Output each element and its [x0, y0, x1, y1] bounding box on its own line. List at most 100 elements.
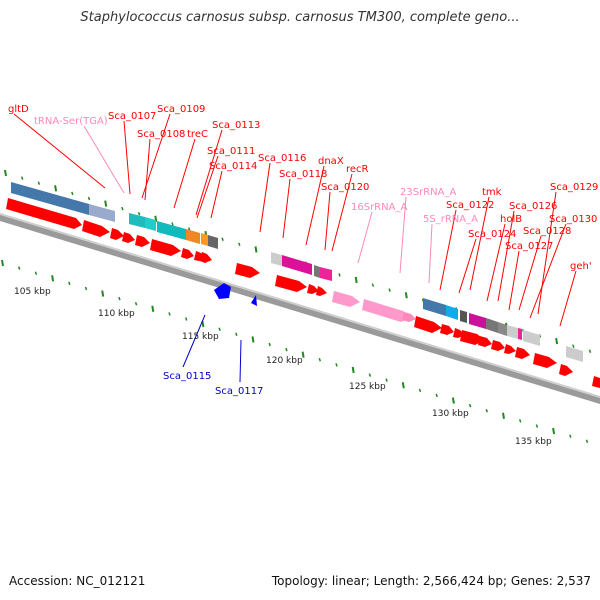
feature-label: 16SrRNA_A	[351, 202, 407, 213]
feature-label: treC	[187, 129, 208, 140]
feature-box	[314, 265, 320, 278]
gene-arrow-reverse	[214, 283, 231, 299]
reverse-gene-track	[214, 283, 257, 306]
tick-mark	[54, 185, 58, 192]
gene-arrow	[440, 324, 454, 335]
feature-label: Sca_0130	[549, 214, 597, 225]
tick-mark	[134, 302, 138, 306]
tick-mark	[338, 273, 341, 277]
tick-mark	[354, 276, 358, 284]
tick-mark	[201, 320, 205, 328]
tick-mark	[435, 393, 438, 398]
tick-mark	[37, 181, 41, 185]
leader-line	[357, 211, 373, 264]
feature-label: 5S_rRNA_A	[423, 214, 478, 225]
tick-mark	[555, 337, 559, 345]
tick-mark	[418, 388, 422, 393]
rrna-5s-arrow	[402, 312, 416, 322]
tick-mark	[101, 290, 105, 297]
scale-label: 115 kbp	[182, 332, 219, 342]
tick-mark	[371, 283, 375, 287]
tick-mark	[535, 424, 539, 428]
tick-mark	[34, 271, 38, 275]
leader-line	[497, 210, 515, 302]
feature-box	[208, 235, 218, 249]
tick-mark	[235, 332, 238, 337]
tick-mark	[17, 266, 21, 270]
feature-label: Sca_0117	[215, 386, 263, 397]
feature-box	[271, 252, 282, 266]
scale-label: 135 kbp	[515, 437, 552, 447]
leader-line	[458, 238, 477, 294]
gene-arrow	[559, 364, 573, 376]
tick-mark	[4, 169, 7, 177]
tick-mark	[451, 397, 455, 404]
gene-arrow	[460, 330, 485, 345]
tick-mark	[285, 347, 288, 352]
feature-label: Sca_0120	[321, 182, 369, 193]
leader-line	[469, 196, 490, 291]
tick-mark	[184, 317, 188, 321]
tick-mark	[385, 378, 388, 382]
feature-box	[11, 182, 89, 215]
gene-arrow	[135, 235, 150, 247]
scale-label: 120 kbp	[266, 356, 303, 366]
gene-arrow	[110, 228, 124, 240]
feature-label: recR	[346, 164, 369, 175]
tick-mark	[485, 408, 489, 413]
leader-line	[123, 120, 131, 195]
tick-mark	[137, 212, 141, 216]
tick-mark	[154, 215, 158, 223]
tick-mark	[121, 206, 124, 211]
gene-arrow	[275, 275, 307, 292]
feature-box	[186, 229, 200, 244]
tick-mark	[301, 351, 305, 358]
feature-label: tRNA-Ser(TGA)	[34, 116, 108, 127]
feature-label: gltD	[8, 104, 29, 115]
feature-box	[320, 267, 332, 281]
tick-mark	[569, 434, 572, 438]
tick-mark	[388, 288, 391, 292]
leader-line	[518, 235, 542, 311]
tick-mark	[351, 366, 355, 374]
leader-line	[537, 191, 557, 315]
tick-mark	[368, 373, 372, 377]
leader-line	[486, 223, 506, 302]
gene-arrow	[316, 286, 327, 296]
leader-line	[508, 250, 520, 311]
tick-mark	[84, 286, 88, 291]
leader-line	[439, 209, 457, 291]
feature-label: geh'	[570, 261, 592, 272]
tick-mark	[238, 242, 241, 247]
gene-arrow	[533, 353, 557, 368]
feature-label: dnaX	[318, 156, 344, 167]
feature-label: Sca_0108	[137, 129, 185, 140]
leader-line	[83, 125, 125, 194]
gene-arrow	[414, 316, 442, 333]
leader-line	[196, 155, 219, 219]
forward-gene-track	[6, 198, 600, 388]
gene-arrow	[515, 347, 530, 359]
feature-box	[469, 313, 486, 329]
feature-label: 23SrRNA_A	[400, 187, 456, 198]
feature-box	[145, 217, 156, 231]
tick-mark	[518, 419, 522, 423]
leader-line	[144, 138, 151, 201]
feature-label: Sca_0114	[209, 161, 257, 172]
scale-label: 110 kbp	[98, 309, 135, 319]
gene-arrow	[181, 248, 194, 259]
label-leader-lines	[13, 113, 577, 383]
leader-line	[13, 113, 106, 189]
rrna-16s-arrow	[332, 291, 360, 307]
genome-summary: Topology: linear; Length: 2,566,424 bp; …	[271, 574, 591, 588]
tick-mark	[20, 176, 24, 180]
tick-mark	[168, 312, 171, 316]
feature-label: Sca_0127	[505, 241, 553, 252]
feature-label: Sca_0124	[468, 229, 516, 240]
feature-box	[486, 318, 498, 333]
scale-label: 125 kbp	[349, 382, 386, 392]
tick-mark	[87, 196, 91, 201]
gene-arrow	[504, 344, 516, 354]
leader-line	[305, 165, 325, 246]
tick-marks	[1, 169, 592, 444]
